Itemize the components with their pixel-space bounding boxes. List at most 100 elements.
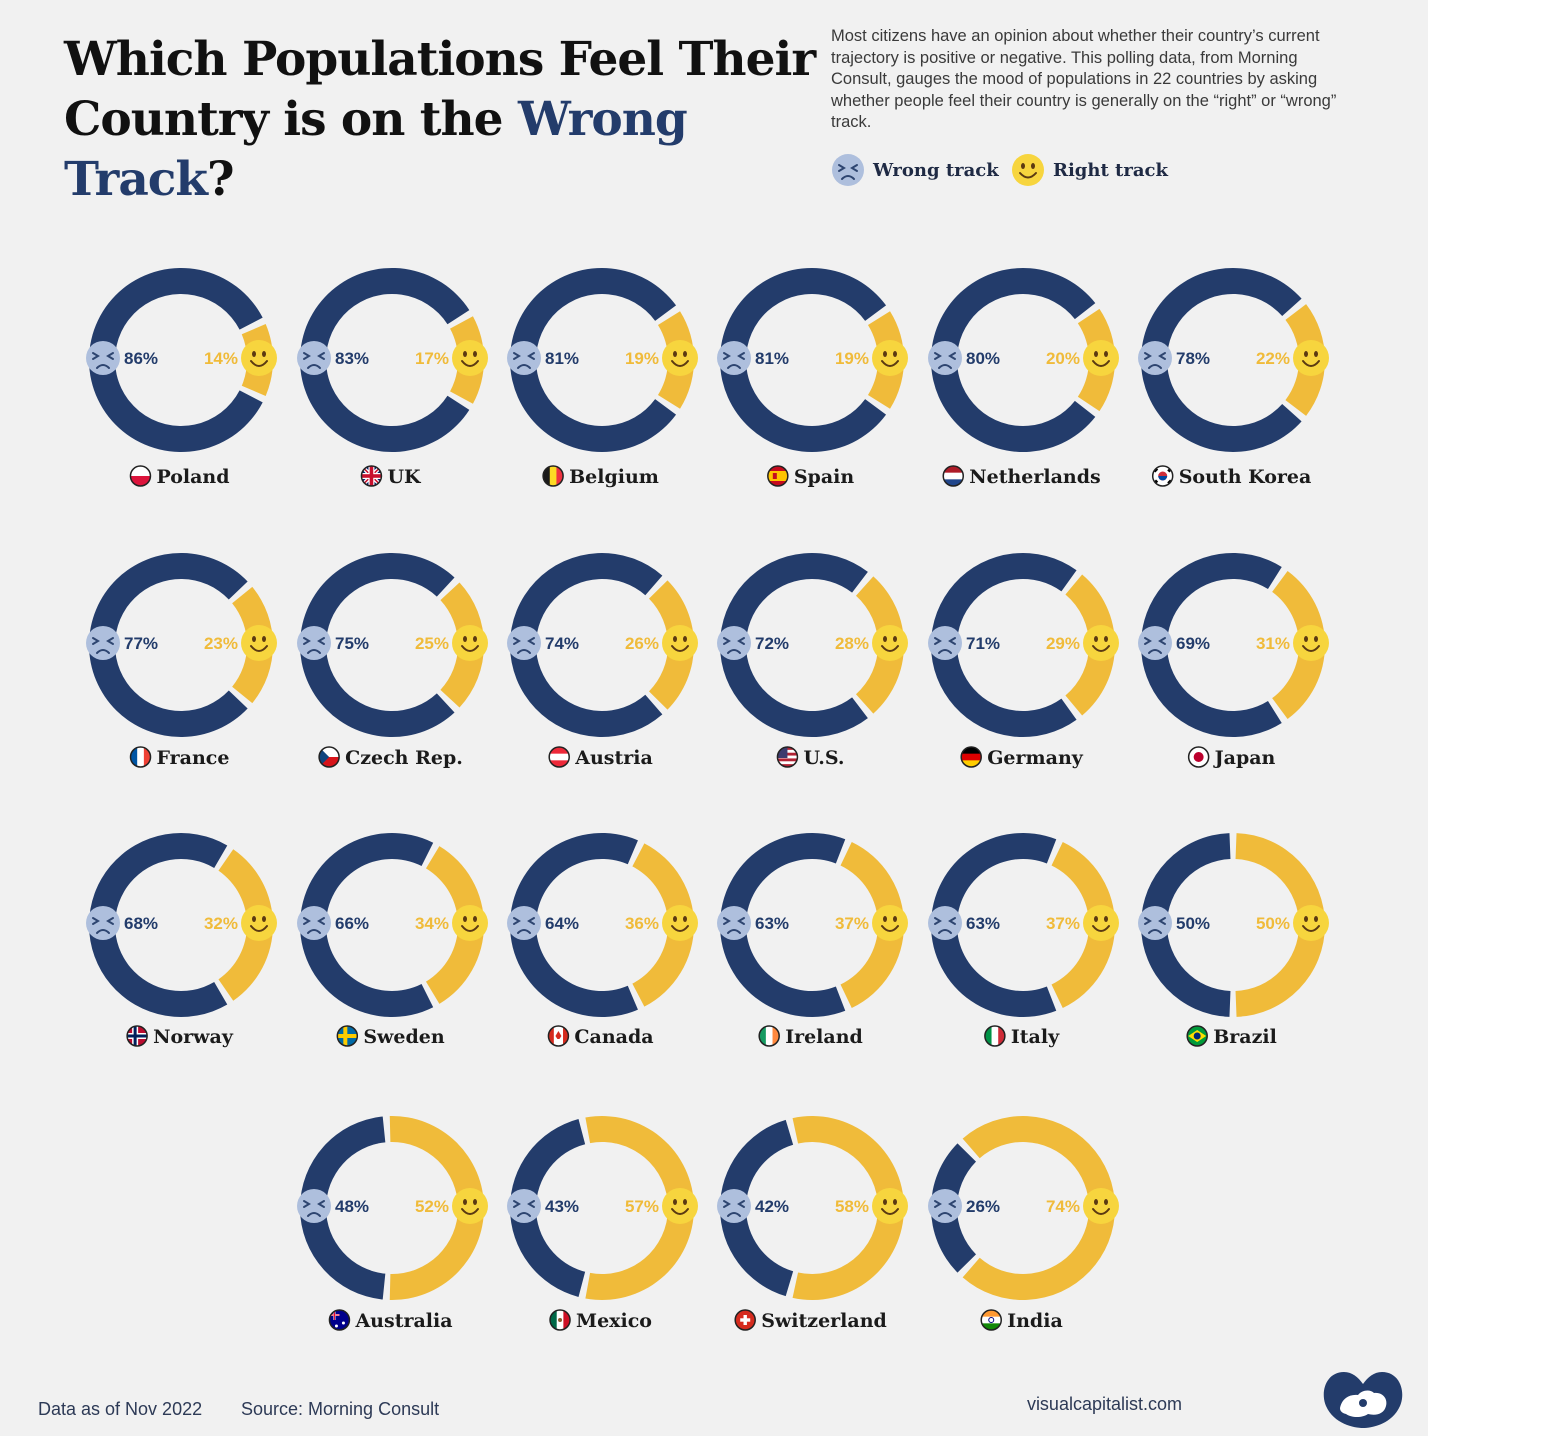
sad-face-icon [507, 341, 541, 375]
title-line-1: Which Populations Feel Their [64, 32, 816, 87]
wrong-track-value: 75% [335, 634, 369, 653]
smiley-face-icon [872, 625, 908, 661]
flag-india-icon [980, 1309, 1002, 1331]
page-title: Which Populations Feel Their Country is o… [64, 30, 824, 210]
country-donut: 68% 32% Norway [86, 832, 277, 1048]
right-track-value: 74% [1046, 1197, 1080, 1216]
right-track-value: 22% [1256, 349, 1290, 368]
wrong-track-arc [720, 553, 868, 738]
smiley-face-icon [452, 340, 488, 376]
flag-netherlands-icon [942, 465, 965, 487]
sad-face-icon [297, 341, 331, 375]
footer-source: Source: Morning Consult [241, 1399, 440, 1419]
smiley-face-icon [241, 625, 277, 661]
right-track-arc [632, 843, 695, 1007]
title-highlight: Wrong Track [64, 92, 688, 207]
wrong-track-arc [89, 553, 248, 737]
right-track-value: 20% [1046, 349, 1080, 368]
country-donut: 74% 26% Austria [507, 553, 698, 769]
sad-face-icon [928, 626, 962, 660]
smiley-face-icon [662, 905, 698, 941]
right-track-value: 17% [415, 349, 449, 368]
smiley-face-icon [872, 340, 908, 376]
wrong-track-value: 43% [545, 1197, 579, 1216]
legend-right-label: Right track [1053, 159, 1168, 181]
flag-switzerland-icon [734, 1309, 756, 1331]
country-name: Germany [987, 747, 1084, 769]
right-track-value: 34% [415, 914, 449, 933]
right-track-value: 19% [835, 349, 869, 368]
footer-site-link[interactable]: visualcapitalist.com [1026, 1394, 1182, 1414]
country-name: Ireland [785, 1026, 863, 1048]
legend: Wrong track Right track [831, 152, 1191, 188]
right-track-value: 36% [625, 914, 659, 933]
country-name: India [1007, 1310, 1063, 1332]
right-track-arc [218, 849, 273, 1001]
smiley-face-icon [662, 625, 698, 661]
smiley-face-icon [1083, 625, 1119, 661]
country-donut: 63% 37% Italy [928, 833, 1119, 1048]
country-donut: 81% 19% Spain [717, 268, 908, 488]
flag-belgium-icon [542, 465, 564, 487]
title-line-2-prefix: Country is on the [64, 92, 518, 147]
flag-sweden-icon [336, 1025, 359, 1047]
right-track-arc [792, 1116, 904, 1300]
country-name: Poland [156, 466, 229, 488]
sad-face-icon [507, 906, 541, 940]
right-track-value: 57% [625, 1197, 659, 1216]
wrong-track-arc [509, 553, 663, 738]
right-track-value: 25% [415, 634, 449, 653]
flag-spain-icon [767, 465, 789, 487]
flag-uk-icon [360, 465, 383, 487]
sad-face-icon [297, 906, 331, 940]
right-track-arc [1051, 842, 1115, 1008]
country-donut: 72% 28% U.S. [717, 553, 908, 769]
wrong-track-arc [1141, 833, 1231, 1017]
country-name: U.S. [803, 747, 844, 769]
donut-chart-grid: 86% 14% Poland 83% 17% UK 81% 19% Belgium 81% 19% S… [86, 267, 1329, 1332]
flag-france-icon [129, 746, 152, 768]
country-donut: 48% 52% Australia [297, 1116, 488, 1332]
sad-face-icon [717, 1189, 751, 1223]
flag-italy-icon [984, 1025, 1006, 1047]
smiley-face-icon [1293, 905, 1329, 941]
wrong-track-value: 83% [335, 349, 369, 368]
right-track-value: 50% [1256, 914, 1290, 933]
country-donut: 75% 25% Czech Rep. [297, 553, 488, 769]
sad-face-icon [297, 626, 331, 660]
flag-mexico-icon [549, 1309, 571, 1331]
smiley-face-icon [1012, 154, 1044, 186]
visual-capitalist-logo-icon [1323, 1372, 1403, 1428]
wrong-track-arc [1141, 268, 1302, 452]
wrong-track-value: 68% [124, 914, 158, 933]
flag-germany-icon [960, 746, 982, 768]
wrong-track-arc [510, 833, 638, 1017]
smiley-face-icon [1083, 1188, 1119, 1224]
wrong-track-value: 71% [966, 634, 1000, 653]
wrong-track-arc [300, 832, 434, 1017]
sad-face-icon [928, 906, 962, 940]
wrong-track-value: 86% [124, 349, 158, 368]
right-track-value: 29% [1046, 634, 1080, 653]
wrong-track-value: 77% [124, 634, 158, 653]
right-track-value: 37% [835, 914, 869, 933]
smiley-face-icon [1083, 905, 1119, 941]
flag-ireland-icon [758, 1025, 780, 1047]
sad-face-icon [1138, 626, 1172, 660]
sad-face-icon [86, 341, 120, 375]
wrong-track-arc [931, 833, 1057, 1017]
country-donut: 80% 20% Netherlands [928, 267, 1119, 488]
country-name: South Korea [1179, 466, 1312, 488]
sad-face-icon [86, 906, 120, 940]
wrong-track-arc [300, 1116, 386, 1300]
country-donut: 83% 17% UK [297, 268, 488, 488]
right-track-value: 26% [625, 634, 659, 653]
wrong-track-arc [510, 268, 677, 452]
wrong-track-arc [89, 832, 228, 1017]
wrong-track-value: 80% [966, 349, 1000, 368]
sad-face-icon [717, 626, 751, 660]
wrong-track-arc [1141, 553, 1282, 738]
wrong-track-arc [931, 553, 1077, 737]
country-name: Mexico [576, 1310, 652, 1332]
smiley-face-icon [1293, 625, 1329, 661]
